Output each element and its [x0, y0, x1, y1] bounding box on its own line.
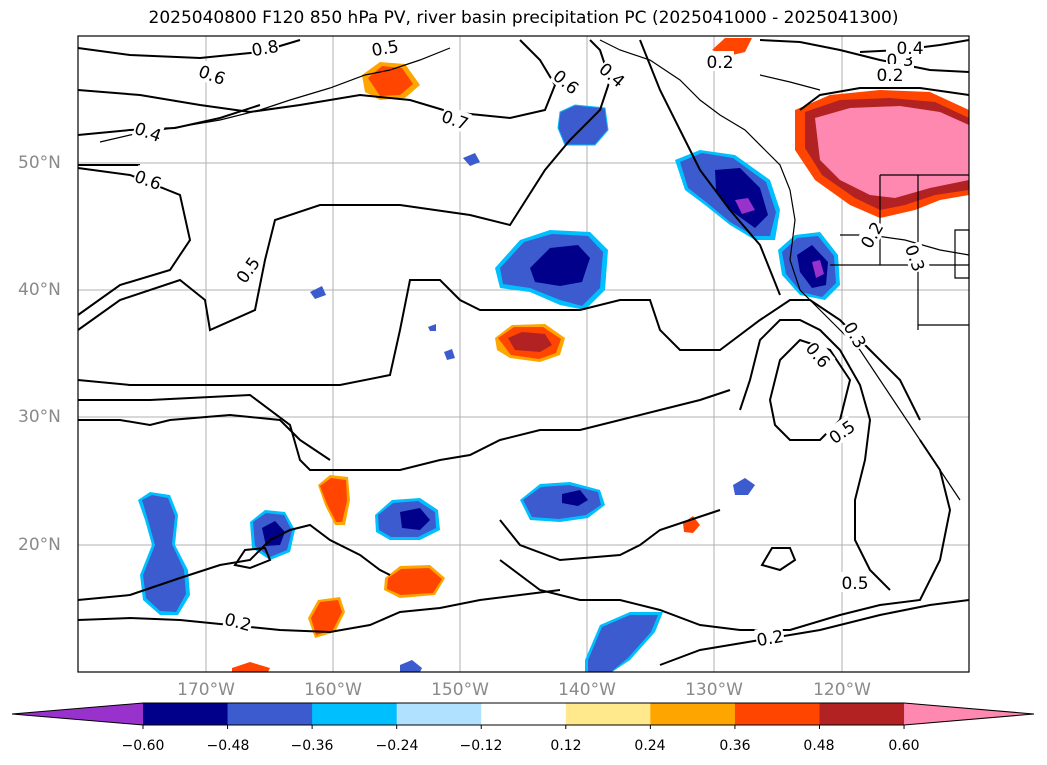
contour-label: 0.5 — [841, 574, 868, 594]
contour-label-bg — [876, 64, 904, 84]
map-frame — [77, 35, 970, 673]
contour-label: 0.4 — [896, 39, 923, 59]
precip-negative-region — [812, 260, 824, 278]
colorbar-tick-label: −0.48 — [206, 738, 250, 754]
contour-label-bg — [369, 34, 401, 60]
contour-label-bg — [840, 317, 872, 352]
contour-label-bg — [901, 241, 931, 275]
contour-label-bg — [595, 57, 630, 91]
precip-positive-region — [508, 332, 552, 352]
colorbar-tick-label: −0.24 — [375, 738, 419, 754]
precip-negative-region — [530, 245, 590, 286]
precip-negative-region — [463, 153, 480, 166]
precip-negative-region — [715, 168, 768, 228]
precip-negative-region — [733, 478, 755, 495]
precip-negative-region — [400, 508, 430, 530]
precip-negative-region — [262, 521, 285, 546]
colorbar-tick-label: −0.12 — [459, 738, 503, 754]
colorbar-tick-label: 0.12 — [550, 738, 582, 754]
precip-negative-region — [142, 495, 186, 612]
precip-negative-region — [557, 104, 609, 146]
precip-negative-region — [588, 615, 658, 672]
colorbar-segment — [312, 703, 398, 725]
lon-label: 160°W — [304, 680, 362, 700]
contour-label-bg — [230, 252, 264, 287]
colorbar-extend-max — [904, 703, 1034, 725]
lon-label: 120°W — [813, 680, 871, 700]
lon-label: 170°W — [177, 680, 235, 700]
colorbar-segment — [565, 703, 651, 725]
precip-positive-region — [320, 478, 347, 522]
colorbar-tick-label: 0.36 — [719, 738, 751, 754]
lat-label: 30°N — [18, 407, 61, 427]
contour-label: 0.2 — [876, 66, 903, 86]
colorbar-segment — [227, 703, 313, 725]
contour-label-bg — [249, 34, 281, 60]
contour-label: 0.5 — [370, 37, 400, 61]
colorbar-extend-min — [12, 703, 143, 725]
precip-positive-region — [311, 600, 342, 635]
contour-label-bg — [438, 104, 472, 134]
precip-positive-region — [232, 662, 270, 672]
precip-negative-region — [400, 660, 422, 672]
contour-label-bg — [549, 64, 584, 98]
contour-label-bg — [896, 37, 924, 57]
contour-label-bg — [222, 607, 255, 635]
contour-label-bg — [131, 116, 165, 146]
colorbar-tick-label: 0.60 — [888, 738, 920, 754]
colorbar-segment — [819, 703, 905, 725]
contour-label: 0.2 — [706, 53, 733, 73]
lon-label: 140°W — [558, 680, 616, 700]
precip-negative-region — [797, 245, 828, 288]
contour-label-bg — [754, 624, 786, 650]
precip-negative-region — [562, 490, 588, 506]
precip-shading — [138, 38, 969, 672]
contour-label: 0.2 — [755, 627, 785, 651]
contour-label-bg — [824, 414, 859, 448]
colorbar-tick-label: −0.36 — [290, 738, 334, 754]
colorbar-segment — [734, 703, 820, 725]
precip-negative-region — [735, 198, 755, 214]
lon-label: 150°W — [431, 680, 489, 700]
colorbar-segment — [650, 703, 736, 725]
contour-label-bg — [706, 51, 734, 71]
colorbar-segment — [143, 703, 229, 725]
contour-label-bg — [802, 337, 836, 372]
colorbar-segment — [481, 703, 567, 725]
contour-label-bg — [855, 217, 887, 252]
precip-negative-region — [444, 349, 455, 360]
precip-negative-region — [428, 324, 436, 331]
lat-label: 40°N — [18, 280, 61, 300]
precip-positive-region — [387, 568, 442, 595]
precip-negative-region — [310, 286, 326, 299]
contour-label-bg — [195, 59, 229, 89]
lat-label: 20°N — [18, 535, 61, 555]
contour-label-bg — [131, 164, 165, 194]
colorbar-tick-label: 0.24 — [634, 738, 666, 754]
colorbar-segment — [396, 703, 482, 725]
lat-label: 50°N — [18, 153, 61, 173]
contour-label: 0.8 — [250, 37, 280, 61]
colorbar — [11, 702, 1035, 729]
pv-contours — [77, 39, 970, 666]
contour-label-bg — [841, 572, 869, 592]
precip-positive-region — [368, 66, 413, 96]
map-title: 2025040800 F120 850 hPa PV, river basin … — [148, 8, 899, 28]
colorbar-tick-label: −0.60 — [121, 738, 165, 754]
colorbar-tick-label: 0.48 — [803, 738, 835, 754]
lon-label: 130°W — [685, 680, 743, 700]
